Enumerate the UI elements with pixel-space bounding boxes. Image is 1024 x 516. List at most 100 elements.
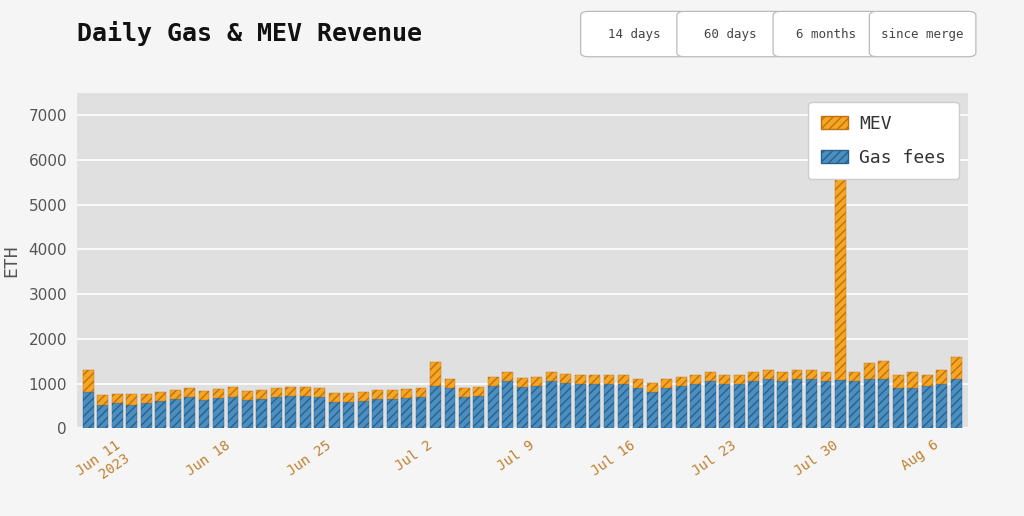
Bar xyxy=(140,394,152,403)
Bar xyxy=(314,388,326,397)
Bar xyxy=(416,397,426,428)
Bar xyxy=(676,377,687,386)
Bar xyxy=(936,370,947,383)
Bar xyxy=(430,362,441,386)
Bar xyxy=(503,373,513,381)
Bar xyxy=(83,370,94,392)
Text: 60 days: 60 days xyxy=(703,27,757,41)
Bar xyxy=(184,397,195,428)
Bar xyxy=(879,361,889,379)
Bar xyxy=(97,405,109,428)
Bar xyxy=(763,379,773,428)
Bar xyxy=(806,379,817,428)
Bar xyxy=(864,379,874,428)
Text: 6 months: 6 months xyxy=(797,27,856,41)
Bar xyxy=(517,387,527,428)
Bar xyxy=(835,121,846,380)
Bar xyxy=(850,381,860,428)
Bar xyxy=(589,383,600,428)
Bar xyxy=(372,399,383,428)
Bar xyxy=(430,386,441,428)
Legend: MEV, Gas fees: MEV, Gas fees xyxy=(809,102,958,180)
Bar xyxy=(112,394,123,403)
Bar xyxy=(227,386,239,397)
Bar xyxy=(560,374,571,383)
Bar xyxy=(662,388,673,428)
Bar xyxy=(271,388,282,397)
Bar xyxy=(574,383,586,428)
Bar xyxy=(242,391,253,400)
Bar xyxy=(357,400,369,428)
Bar xyxy=(589,375,600,383)
Bar xyxy=(444,388,456,428)
Bar xyxy=(271,397,282,428)
Bar xyxy=(531,377,542,386)
Bar xyxy=(256,390,267,399)
Bar xyxy=(907,373,919,388)
Bar xyxy=(893,375,904,388)
Bar xyxy=(734,375,744,383)
Bar xyxy=(879,379,889,428)
Bar xyxy=(459,397,470,428)
Bar xyxy=(357,392,369,400)
Bar xyxy=(792,370,803,379)
Bar xyxy=(140,403,152,428)
Bar xyxy=(387,399,397,428)
Bar xyxy=(633,388,643,428)
Bar xyxy=(531,386,542,428)
Bar xyxy=(864,363,874,379)
Bar xyxy=(936,383,947,428)
Bar xyxy=(286,387,296,396)
Bar xyxy=(503,381,513,428)
Bar xyxy=(227,397,239,428)
Bar xyxy=(329,402,340,428)
Bar xyxy=(156,392,166,400)
Bar xyxy=(97,395,109,405)
Bar xyxy=(314,397,326,428)
Bar xyxy=(734,383,744,428)
Bar xyxy=(459,388,470,397)
Bar xyxy=(546,373,557,381)
Bar xyxy=(647,383,657,392)
Bar xyxy=(170,390,180,399)
Bar xyxy=(300,387,310,396)
Bar xyxy=(170,399,180,428)
Bar xyxy=(213,389,224,398)
Bar xyxy=(618,375,629,383)
Bar xyxy=(242,400,253,428)
Bar xyxy=(690,375,701,383)
Bar xyxy=(517,378,527,387)
Bar xyxy=(416,388,426,397)
Bar xyxy=(676,386,687,428)
Bar xyxy=(950,379,962,428)
Bar xyxy=(574,375,586,383)
Bar xyxy=(199,400,210,428)
Bar xyxy=(922,375,933,386)
Y-axis label: ETH: ETH xyxy=(2,244,20,277)
Bar xyxy=(560,383,571,428)
Bar xyxy=(487,386,499,428)
Bar xyxy=(705,381,716,428)
Bar xyxy=(662,379,673,388)
Bar xyxy=(820,381,831,428)
Bar xyxy=(184,388,195,397)
Bar xyxy=(343,393,354,402)
Text: 14 days: 14 days xyxy=(607,27,660,41)
Bar xyxy=(922,386,933,428)
Bar xyxy=(213,398,224,428)
Bar xyxy=(401,389,412,398)
Text: since merge: since merge xyxy=(882,27,964,41)
Bar xyxy=(893,388,904,428)
Bar xyxy=(286,396,296,428)
Bar xyxy=(401,398,412,428)
Bar xyxy=(850,373,860,381)
Bar xyxy=(343,402,354,428)
Bar xyxy=(907,388,919,428)
Bar xyxy=(749,373,759,381)
Bar xyxy=(372,390,383,399)
Bar xyxy=(156,400,166,428)
Bar xyxy=(690,383,701,428)
Bar xyxy=(126,394,137,405)
Bar xyxy=(473,396,484,428)
Bar xyxy=(719,375,730,383)
